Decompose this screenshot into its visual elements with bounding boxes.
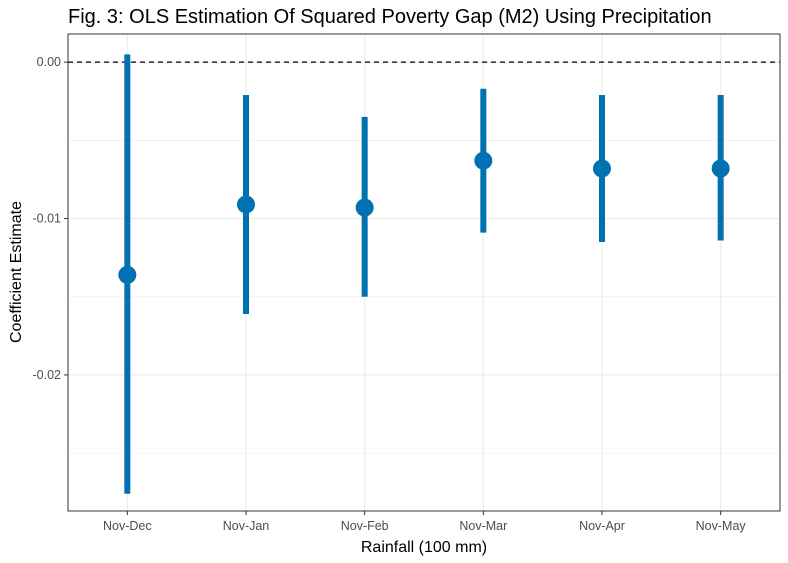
x-tick-label: Nov-Jan (223, 519, 270, 533)
estimate-point (474, 151, 493, 170)
x-tick-label: Nov-Dec (103, 519, 152, 533)
y-tick-label: -0.01 (33, 212, 62, 226)
x-axis-title: Rainfall (100 mm) (361, 539, 487, 556)
x-tick-label: Nov-Mar (459, 519, 507, 533)
panel-border (67, 33, 781, 512)
y-tick-label: 0.00 (37, 55, 61, 69)
x-tick-label: Nov-Feb (341, 519, 389, 533)
y-tick-label: -0.02 (33, 368, 62, 382)
grid-layer (68, 34, 780, 511)
chart-title: Fig. 3: OLS Estimation Of Squared Povert… (68, 6, 712, 28)
axis-layer: 0.00 -0.01 -0.02 Nov-Dec Nov-Jan Nov-Feb Nov-M… (33, 55, 747, 533)
estimate-point (355, 198, 374, 217)
marks-layer (118, 54, 730, 494)
estimate-point (237, 195, 255, 214)
y-axis-title: Coefficient Estimate (8, 201, 25, 343)
x-tick-label: Nov-May (696, 519, 747, 533)
estimate-point (593, 159, 611, 178)
estimate-point (711, 159, 730, 178)
x-tick-label: Nov-Apr (579, 519, 625, 533)
estimate-point (118, 265, 137, 284)
